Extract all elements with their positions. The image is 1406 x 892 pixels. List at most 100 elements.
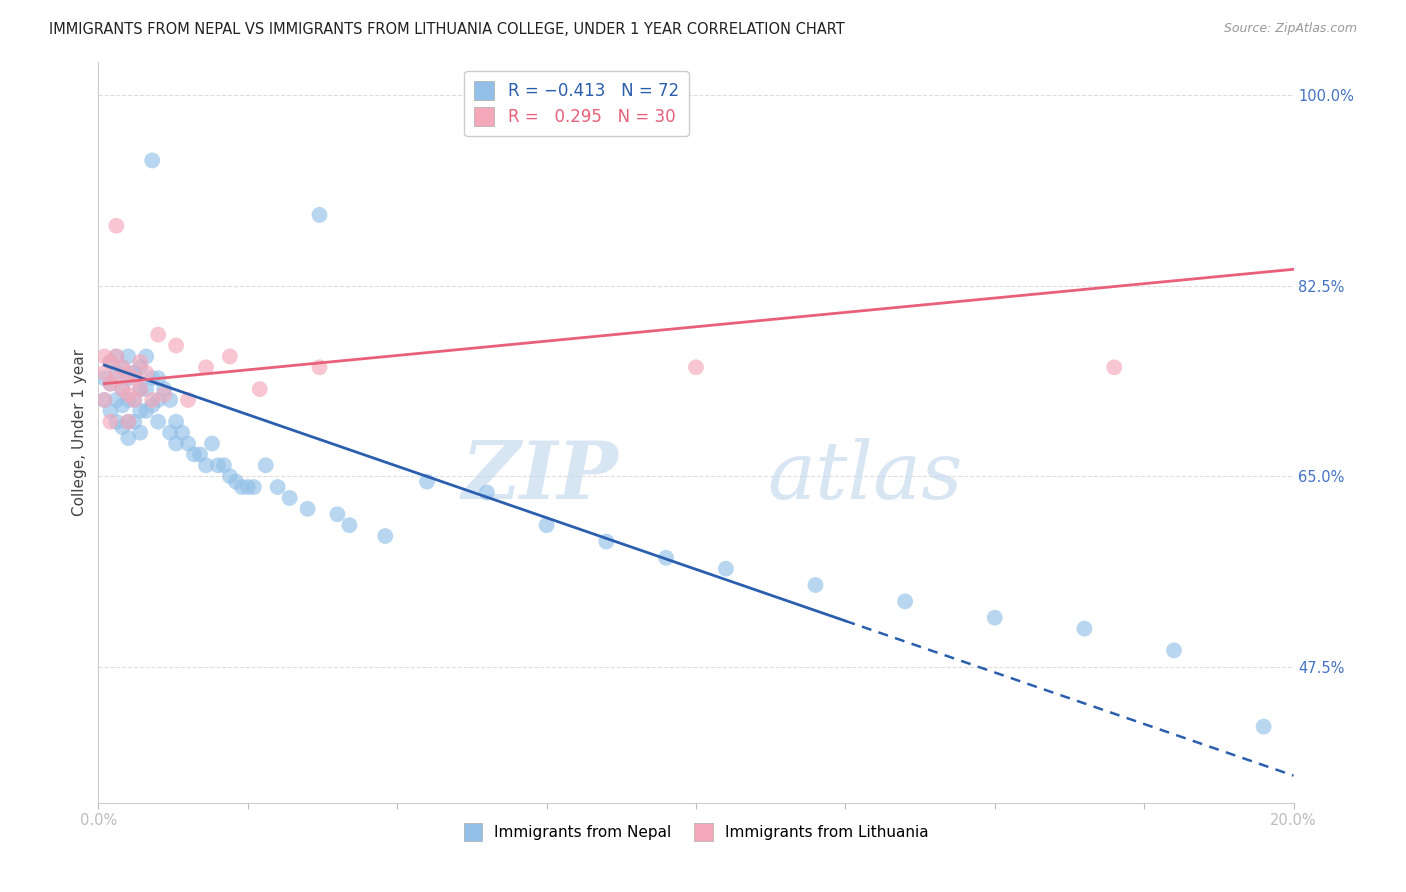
Point — [129, 404, 152, 418]
Text: atlas: atlas — [768, 438, 963, 516]
Point — [195, 360, 218, 375]
Point — [129, 360, 152, 375]
Point — [93, 392, 115, 407]
Point — [177, 436, 200, 450]
Point — [117, 387, 139, 401]
Point — [201, 436, 224, 450]
Point — [129, 382, 152, 396]
Point — [111, 398, 134, 412]
Point — [124, 366, 146, 380]
Point — [212, 458, 235, 473]
Point — [111, 360, 134, 375]
Text: Source: ZipAtlas.com: Source: ZipAtlas.com — [1223, 22, 1357, 36]
Point — [148, 392, 170, 407]
Point — [141, 371, 163, 385]
Point — [308, 208, 330, 222]
Point — [124, 371, 146, 385]
Point — [374, 529, 396, 543]
Point — [219, 350, 242, 364]
Point — [153, 387, 176, 401]
Point — [236, 480, 259, 494]
Point — [98, 355, 122, 369]
Point — [165, 415, 187, 429]
Point — [339, 518, 361, 533]
Point — [159, 392, 181, 407]
Point — [308, 360, 330, 375]
Point — [129, 382, 152, 396]
Point — [135, 350, 157, 364]
Point — [141, 153, 163, 168]
Point — [124, 392, 146, 407]
Point — [278, 491, 301, 505]
Point — [1104, 360, 1126, 375]
Point — [98, 415, 122, 429]
Y-axis label: College, Under 1 year: College, Under 1 year — [72, 349, 87, 516]
Point — [98, 376, 122, 391]
Point — [595, 534, 617, 549]
Text: ZIP: ZIP — [461, 438, 619, 516]
Point — [536, 518, 558, 533]
Point — [105, 219, 128, 233]
Point — [195, 458, 218, 473]
Point — [655, 550, 678, 565]
Point — [93, 392, 115, 407]
Point — [117, 371, 139, 385]
Point — [129, 355, 152, 369]
Point — [117, 415, 139, 429]
Point — [159, 425, 181, 440]
Point — [111, 382, 134, 396]
Point — [93, 371, 115, 385]
Point — [141, 398, 163, 412]
Point — [117, 431, 139, 445]
Point — [117, 415, 139, 429]
Point — [984, 611, 1007, 625]
Point — [148, 371, 170, 385]
Point — [243, 480, 266, 494]
Point — [165, 436, 187, 450]
Point — [135, 404, 157, 418]
Point — [416, 475, 439, 489]
Point — [804, 578, 827, 592]
Point — [148, 415, 170, 429]
Point — [93, 350, 115, 364]
Point — [124, 392, 146, 407]
Point — [111, 382, 134, 396]
Point — [231, 480, 253, 494]
Point — [297, 501, 319, 516]
Point — [188, 447, 211, 461]
Point — [105, 371, 128, 385]
Point — [105, 392, 128, 407]
Point — [98, 404, 122, 418]
Point — [117, 350, 139, 364]
Point — [129, 425, 152, 440]
Point — [135, 366, 157, 380]
Point — [105, 366, 128, 380]
Point — [207, 458, 229, 473]
Point — [172, 425, 194, 440]
Point — [117, 366, 139, 380]
Point — [98, 355, 122, 369]
Point — [249, 382, 271, 396]
Point — [254, 458, 277, 473]
Point — [183, 447, 205, 461]
Point — [1163, 643, 1185, 657]
Point — [165, 338, 187, 352]
Point — [105, 415, 128, 429]
Point — [98, 376, 122, 391]
Point — [475, 485, 498, 500]
Point — [153, 382, 176, 396]
Point — [93, 366, 115, 380]
Point — [714, 562, 737, 576]
Point — [124, 415, 146, 429]
Point — [177, 392, 200, 407]
Point — [148, 327, 170, 342]
Point — [225, 475, 247, 489]
Text: IMMIGRANTS FROM NEPAL VS IMMIGRANTS FROM LITHUANIA COLLEGE, UNDER 1 YEAR CORRELA: IMMIGRANTS FROM NEPAL VS IMMIGRANTS FROM… — [49, 22, 845, 37]
Point — [219, 469, 242, 483]
Point — [326, 508, 349, 522]
Point — [1073, 622, 1095, 636]
Point — [141, 392, 163, 407]
Point — [117, 392, 139, 407]
Legend: Immigrants from Nepal, Immigrants from Lithuania: Immigrants from Nepal, Immigrants from L… — [457, 817, 935, 847]
Point — [894, 594, 917, 608]
